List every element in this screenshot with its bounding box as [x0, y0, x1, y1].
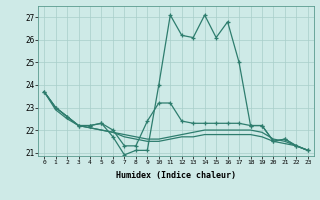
X-axis label: Humidex (Indice chaleur): Humidex (Indice chaleur) — [116, 171, 236, 180]
